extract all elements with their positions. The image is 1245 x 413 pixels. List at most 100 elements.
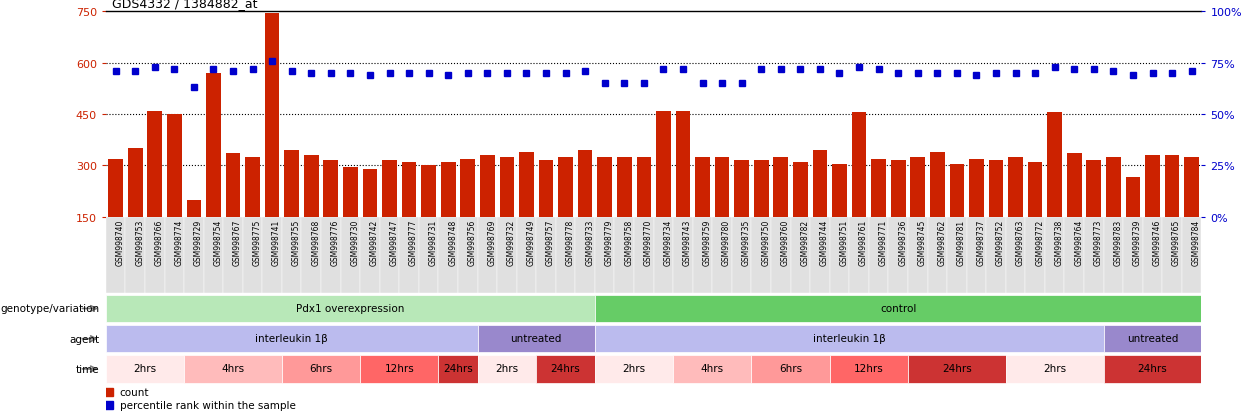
Bar [598,157,613,217]
Bar [1047,113,1062,217]
Text: agent: agent [70,334,100,344]
Text: GDS4332 / 1384882_at: GDS4332 / 1384882_at [112,0,258,10]
Text: GSM998752: GSM998752 [996,220,1005,266]
Bar [615,217,634,294]
Bar [634,217,654,294]
Bar [674,217,692,294]
Bar [321,217,341,294]
Bar [889,217,908,294]
Text: GSM998755: GSM998755 [291,220,301,266]
Bar [478,325,595,352]
Bar [1064,217,1084,294]
Text: 12hrs: 12hrs [385,363,415,373]
Text: GSM998736: GSM998736 [898,220,908,266]
Bar [402,163,416,217]
Bar [360,217,380,294]
Text: GSM998769: GSM998769 [487,220,497,266]
Text: count: count [120,387,149,397]
Bar [281,356,360,382]
Bar [989,161,1003,217]
Bar [106,325,478,352]
Bar [499,157,514,217]
Bar [969,159,984,217]
Bar [595,356,674,382]
Bar [891,161,905,217]
Bar [595,217,615,294]
Text: GSM998759: GSM998759 [702,220,712,266]
Bar [204,217,223,294]
Text: interleukin 1β: interleukin 1β [813,333,885,343]
Bar [595,325,1103,352]
Text: GSM998764: GSM998764 [1074,220,1083,266]
Text: 24hrs: 24hrs [1138,363,1168,373]
Bar [813,151,827,217]
Text: GSM998737: GSM998737 [976,220,986,266]
Bar [676,112,690,217]
Bar [773,157,788,217]
Text: 4hrs: 4hrs [222,363,244,373]
Bar [908,356,1006,382]
Bar [578,151,593,217]
Bar [517,217,537,294]
Text: 6hrs: 6hrs [310,363,332,373]
Bar [281,217,301,294]
Bar [1028,163,1042,217]
Text: GSM998733: GSM998733 [585,220,594,266]
Text: GSM998768: GSM998768 [311,220,320,266]
Text: GSM998732: GSM998732 [507,220,515,266]
Bar [304,156,319,217]
Bar [1145,156,1160,217]
Text: GSM998753: GSM998753 [136,220,144,266]
Bar [537,217,555,294]
Bar [360,356,438,382]
Bar [167,115,182,217]
Text: control: control [880,303,916,313]
Bar [187,200,202,217]
Text: GSM998743: GSM998743 [684,220,692,266]
Bar [382,161,397,217]
Text: GSM998782: GSM998782 [801,220,809,266]
Bar [461,159,476,217]
Text: GSM998757: GSM998757 [547,220,555,266]
Text: GSM998730: GSM998730 [350,220,360,266]
Bar [829,217,849,294]
Text: GSM998749: GSM998749 [527,220,535,266]
Text: GSM998741: GSM998741 [273,220,281,266]
Bar [618,157,631,217]
Bar [575,217,595,294]
Bar [106,295,595,322]
Bar [225,154,240,217]
Bar [966,217,986,294]
Bar [1182,217,1201,294]
Bar [418,217,438,294]
Bar [829,356,908,382]
Bar [752,217,771,294]
Bar [636,157,651,217]
Bar [324,161,339,217]
Bar [106,217,126,294]
Bar [243,217,263,294]
Text: GSM998780: GSM998780 [722,220,731,266]
Bar [674,356,752,382]
Bar [245,157,260,217]
Text: GSM998729: GSM998729 [194,220,203,266]
Bar [537,356,595,382]
Bar [164,217,184,294]
Text: 2hrs: 2hrs [1043,363,1066,373]
Text: GSM998747: GSM998747 [390,220,398,266]
Bar [478,356,537,382]
Text: genotype/variation: genotype/variation [0,304,100,314]
Bar [1103,356,1201,382]
Text: time: time [76,364,100,374]
Bar [380,217,400,294]
Bar [695,157,710,217]
Bar [910,157,925,217]
Bar [207,74,220,217]
Text: GSM998781: GSM998781 [957,220,966,266]
Text: GSM998776: GSM998776 [331,220,340,266]
Bar [1103,325,1201,352]
Bar [265,14,279,217]
Text: GSM998739: GSM998739 [1133,220,1142,266]
Text: 2hrs: 2hrs [133,363,157,373]
Bar [438,217,458,294]
